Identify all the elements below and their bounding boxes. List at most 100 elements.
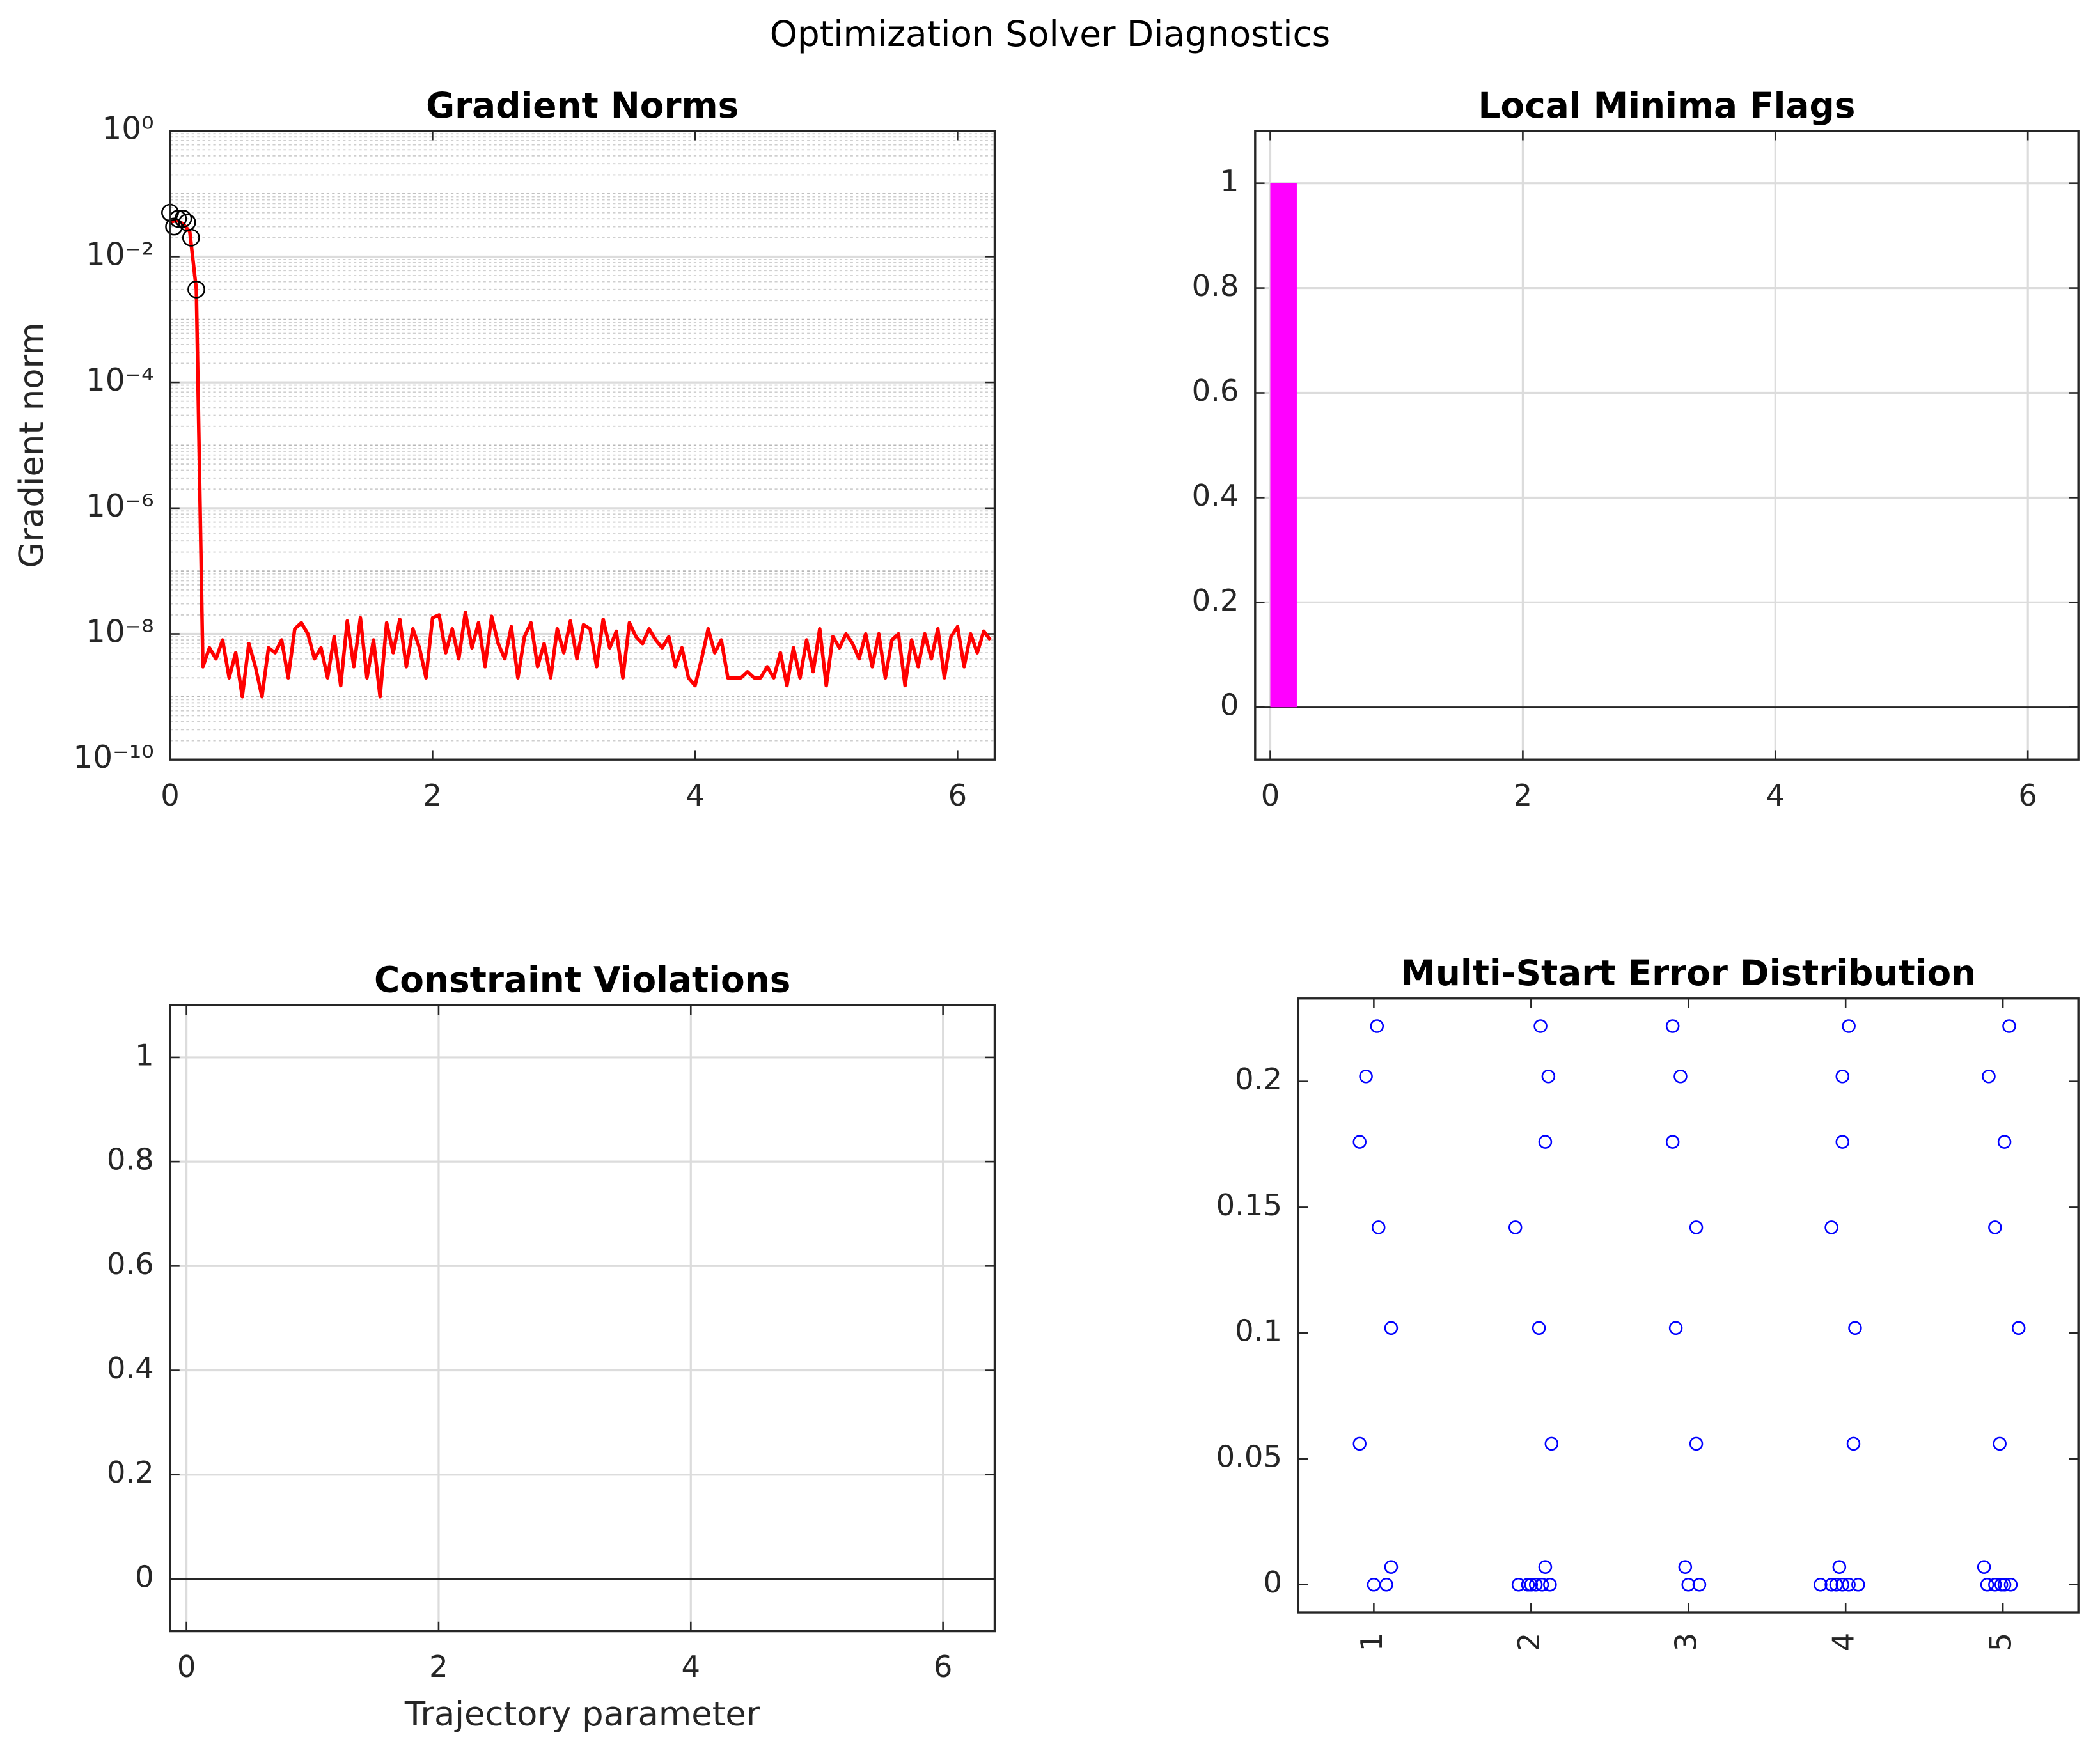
subplot-title: Multi-Start Error Distribution: [1400, 953, 1976, 993]
data-point: [1689, 1436, 1704, 1451]
data-point: [1665, 1135, 1680, 1149]
data-point: [1835, 1577, 1850, 1592]
data-point: [1371, 1220, 1386, 1234]
data-point: [174, 210, 192, 228]
x-tick-label: 0: [1261, 778, 1280, 813]
subplot-title: Local Minima Flags: [1478, 85, 1856, 126]
data-point: [1379, 1577, 1393, 1592]
data-point: [1370, 1019, 1384, 1033]
data-point: [1980, 1577, 1994, 1592]
data-point: [1384, 1560, 1399, 1574]
data-point: [1835, 1135, 1850, 1149]
y-tick-label: 0.8: [107, 1142, 154, 1177]
x-tick-label: 4: [1826, 1633, 1861, 1652]
data-point: [1538, 1135, 1553, 1149]
x-tick-label: 5: [1984, 1633, 2018, 1652]
y-tick-label: 0.2: [1192, 583, 1239, 618]
data-point: [1352, 1436, 1367, 1451]
data-point: [1508, 1220, 1523, 1234]
y-tick-label: 0.6: [107, 1247, 154, 1281]
y-tick-label: 0.1: [1235, 1314, 1282, 1348]
y-tick-label: 0.8: [1192, 269, 1239, 303]
data-point: [1993, 1436, 2007, 1451]
y-tick-label: 0: [1220, 688, 1239, 722]
x-tick-label: 2: [1512, 1633, 1546, 1652]
data-point: [1835, 1069, 1850, 1084]
data-point: [1842, 1019, 1856, 1033]
data-point: [182, 228, 200, 247]
y-tick-label: 0.6: [1192, 373, 1239, 408]
data-point: [1814, 1577, 1828, 1592]
axes-box: [169, 1004, 996, 1633]
y-axis-label: Gradient norm: [12, 322, 51, 568]
y-tick-label: 0.05: [1216, 1439, 1282, 1474]
y-tick-label: 10⁻²: [86, 237, 154, 272]
data-point: [1538, 1560, 1553, 1574]
y-tick-label: 1: [1220, 164, 1239, 198]
data-point: [2003, 1577, 2018, 1592]
x-tick-label: 2: [1514, 778, 1533, 813]
y-tick-label: 10⁻⁸: [86, 614, 154, 650]
data-point: [1848, 1321, 1862, 1335]
data-point: [1977, 1560, 1991, 1574]
y-tick-label: 0.2: [107, 1455, 154, 1490]
data-point: [1988, 1577, 2002, 1592]
x-tick-label: 6: [948, 778, 968, 813]
y-tick-label: 0.2: [1235, 1062, 1282, 1096]
data-point: [1846, 1436, 1861, 1451]
subplot-title: Constraint Violations: [374, 960, 790, 1000]
data-point: [1544, 1436, 1559, 1451]
data-point: [1997, 1577, 2012, 1592]
y-tick-label: 0.15: [1216, 1188, 1282, 1222]
data-point: [1352, 1135, 1367, 1149]
data-point: [1824, 1577, 1838, 1592]
data-point: [1681, 1577, 1696, 1592]
subplot: Local Minima Flags 0 0.2 0.4 0.6 0.8 1 0 2 4 6: [1192, 85, 2080, 813]
x-tick-label: 4: [1766, 778, 1785, 813]
axes-box: [1254, 130, 2080, 761]
y-tick-label: 0: [1263, 1565, 1282, 1600]
x-tick-label: 3: [1669, 1633, 1704, 1652]
data-line: [169, 218, 992, 699]
data-point: [1997, 1135, 2012, 1149]
data-point: [187, 280, 205, 299]
data-point: [1678, 1560, 1693, 1574]
x-tick-label: 2: [423, 778, 443, 813]
data-point: [1832, 1560, 1847, 1574]
figure-title: Optimization Solver Diagnostics: [770, 13, 1331, 54]
bar: [1270, 183, 1297, 708]
data-point: [1665, 1019, 1680, 1033]
x-tick-label: 2: [429, 1649, 448, 1684]
y-tick-label: 10⁰: [102, 111, 153, 147]
data-point: [1532, 1321, 1546, 1335]
subplot-title: Gradient Norms: [426, 85, 739, 126]
x-tick-label: 6: [934, 1649, 953, 1684]
data-point: [1689, 1220, 1704, 1234]
y-tick-label: 1: [135, 1038, 154, 1072]
y-tick-label: 10⁻¹⁰: [73, 740, 153, 775]
data-point: [1692, 1577, 1707, 1592]
x-tick-label: 1: [1354, 1633, 1389, 1652]
data-point: [1524, 1577, 1539, 1592]
x-tick-label: 0: [177, 1649, 196, 1684]
data-point: [1535, 1577, 1549, 1592]
data-point: [1384, 1321, 1399, 1335]
y-tick-label: 0.4: [107, 1351, 154, 1385]
data-point: [1541, 1069, 1556, 1084]
axes-box: [169, 130, 996, 761]
data-point: [1824, 1220, 1838, 1234]
x-tick-label: 0: [161, 778, 180, 813]
data-point: [1988, 1220, 2002, 1234]
axes-box: [1297, 997, 2080, 1614]
x-axis-label: Trajectory parameter: [404, 1695, 760, 1734]
data-point: [1668, 1321, 1683, 1335]
subplot: Multi-Start Error Distribution 0 0.05 0.1 0.…: [1216, 953, 2080, 1652]
data-point: [1543, 1577, 1557, 1592]
subplot: Constraint Violations Trajectory paramete…: [107, 960, 996, 1734]
data-point: [1533, 1019, 1548, 1033]
data-point: [1528, 1577, 1543, 1592]
y-tick-label: 10⁻⁶: [86, 488, 154, 524]
x-tick-label: 6: [2018, 778, 2037, 813]
